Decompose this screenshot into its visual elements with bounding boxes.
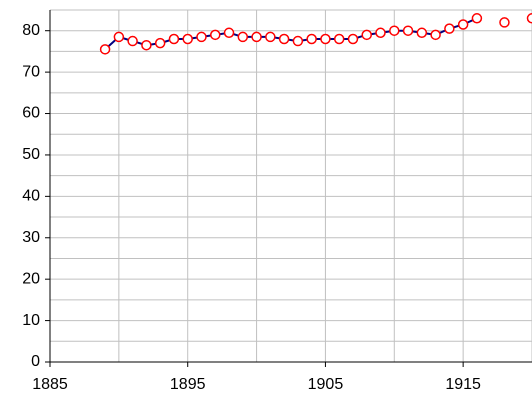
marker bbox=[347, 33, 359, 45]
marker bbox=[168, 33, 180, 45]
marker bbox=[471, 13, 483, 24]
marker bbox=[196, 31, 207, 43]
marker bbox=[306, 33, 317, 45]
y-tick-label: 40 bbox=[22, 188, 40, 205]
marker bbox=[237, 31, 249, 43]
marker bbox=[457, 19, 469, 30]
y-tick-label: 0 bbox=[31, 353, 40, 370]
marker bbox=[526, 13, 532, 24]
marker bbox=[430, 29, 441, 41]
y-tick-label: 10 bbox=[22, 312, 40, 329]
marker bbox=[210, 29, 221, 41]
marker bbox=[444, 23, 455, 34]
marker bbox=[223, 27, 235, 39]
y-tick-label: 70 bbox=[22, 63, 40, 80]
marker bbox=[499, 17, 510, 28]
marker bbox=[265, 31, 276, 43]
marker bbox=[361, 29, 372, 41]
x-tick-label: 1895 bbox=[170, 376, 206, 393]
marker bbox=[141, 39, 152, 51]
marker bbox=[113, 31, 125, 43]
y-tick-label: 80 bbox=[22, 22, 40, 39]
x-tick-label: 1905 bbox=[308, 376, 344, 393]
marker bbox=[389, 25, 400, 36]
marker bbox=[182, 33, 193, 45]
y-tick-label: 20 bbox=[22, 270, 40, 287]
marker bbox=[127, 35, 138, 47]
marker bbox=[292, 35, 304, 47]
marker bbox=[416, 27, 428, 39]
marker bbox=[278, 33, 290, 45]
marker bbox=[320, 33, 331, 45]
marker bbox=[251, 31, 262, 43]
marker bbox=[333, 33, 345, 45]
marker bbox=[375, 27, 386, 39]
x-tick-label: 1885 bbox=[32, 376, 68, 393]
y-tick-label: 50 bbox=[22, 146, 40, 163]
marker bbox=[402, 25, 414, 36]
y-tick-label: 30 bbox=[22, 229, 40, 246]
x-tick-label: 1915 bbox=[445, 376, 481, 393]
marker bbox=[99, 44, 111, 55]
y-tick-label: 60 bbox=[22, 105, 40, 122]
marker bbox=[154, 37, 166, 49]
